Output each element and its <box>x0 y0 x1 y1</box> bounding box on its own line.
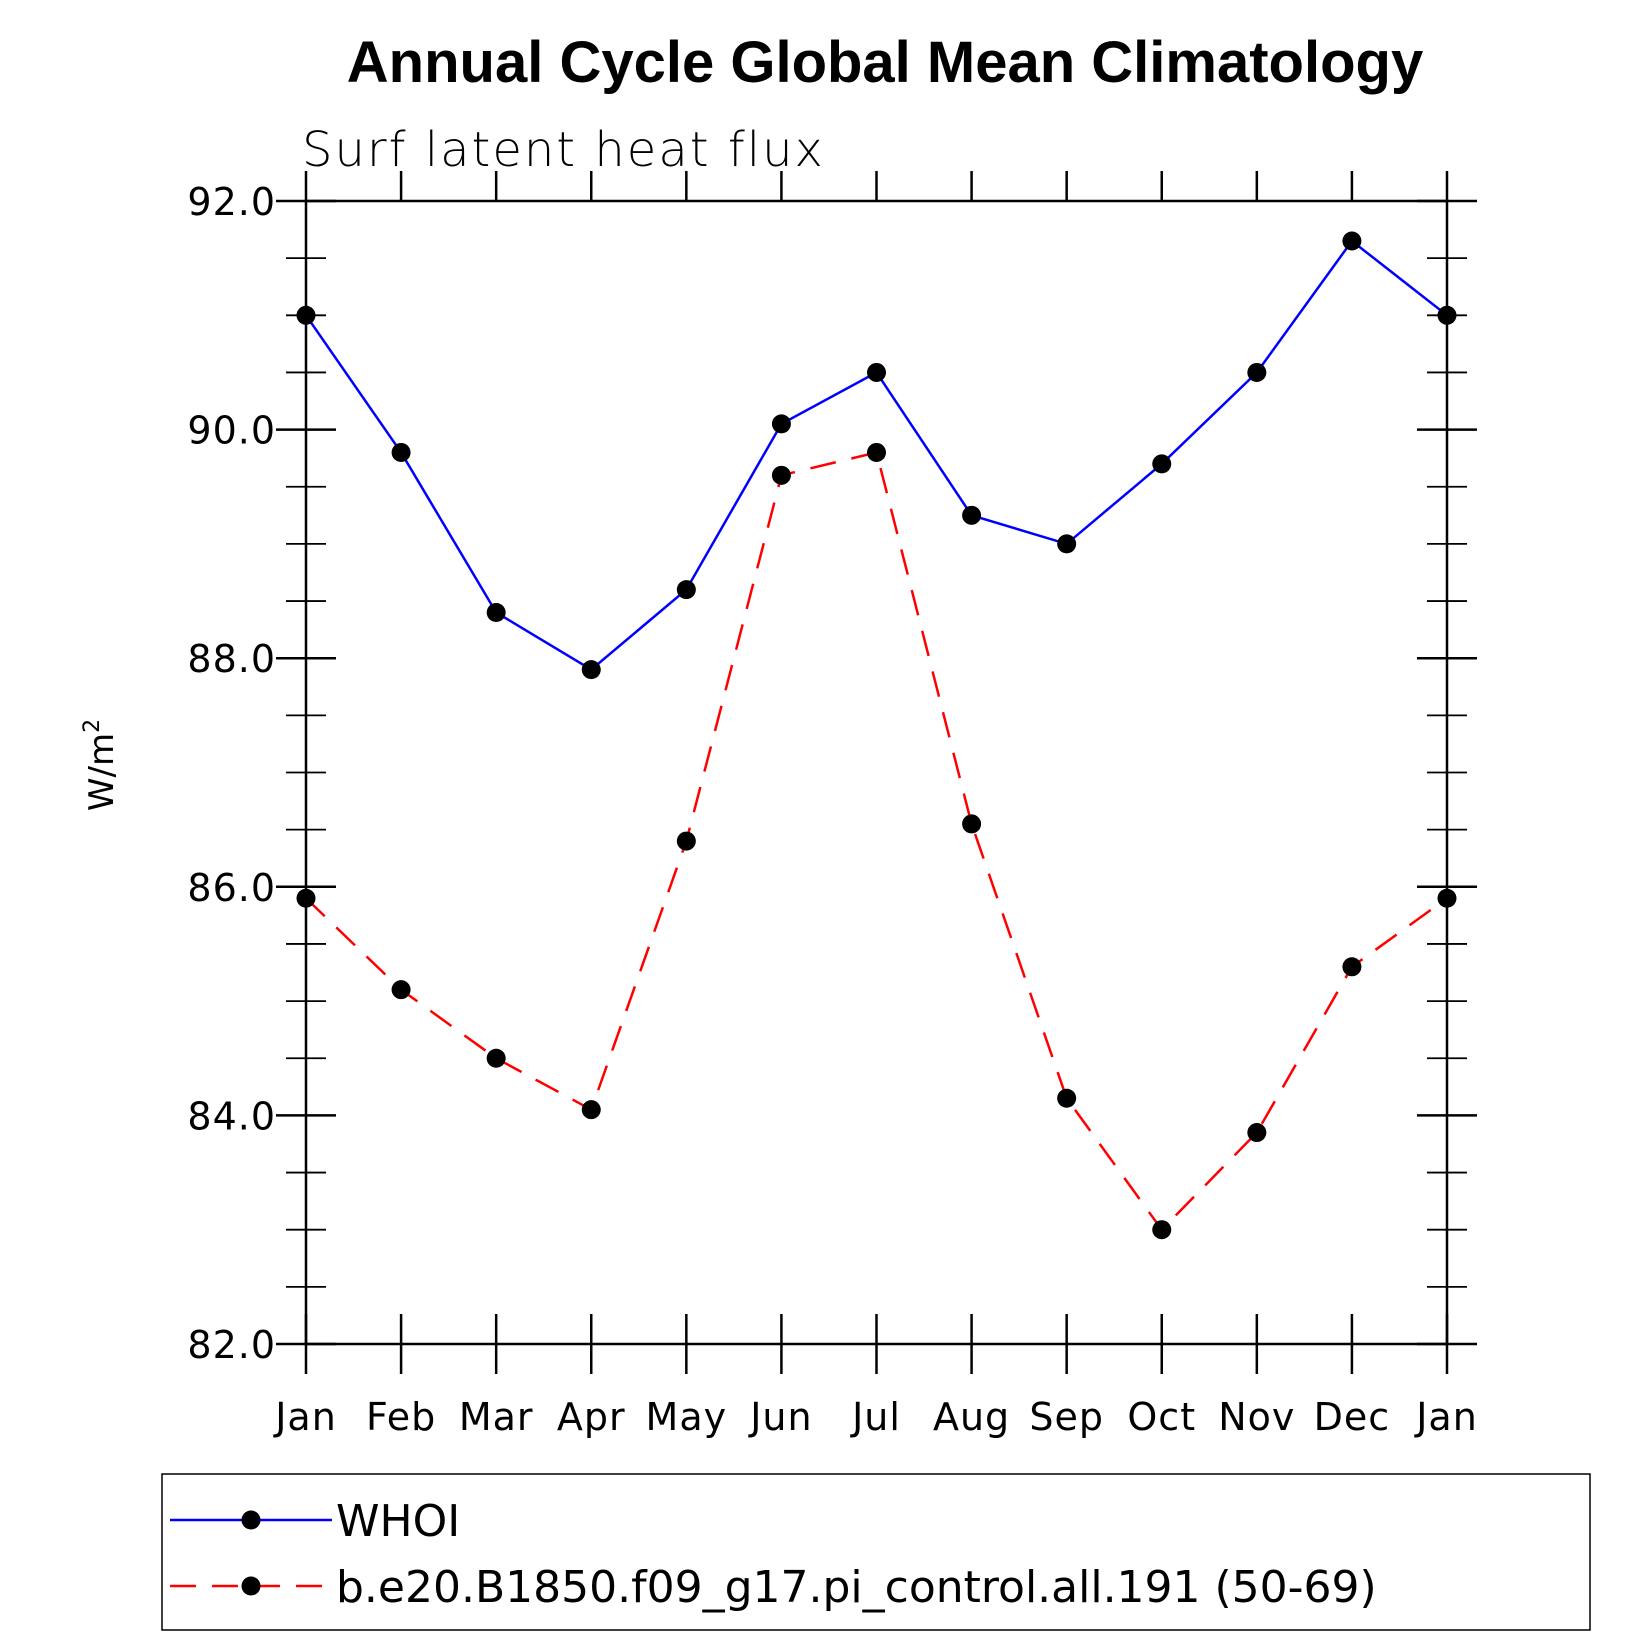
x-tick-label: Aug <box>933 1395 1010 1439</box>
data-point-series-2 <box>867 442 886 462</box>
x-tick-label: Oct <box>1127 1395 1196 1439</box>
x-tick-label: Jul <box>850 1395 901 1439</box>
x-tick-label: Jun <box>748 1395 812 1439</box>
x-tick-label: Dec <box>1314 1395 1391 1439</box>
x-tick-label: Sep <box>1029 1395 1104 1439</box>
y-tick-label: 82.0 <box>187 1323 276 1367</box>
series-line-2 <box>305 450 1448 1232</box>
data-point-series-2 <box>1057 1088 1077 1108</box>
axes: Jan Feb Mar Apr May Jun Jul Aug Sep Oct Nov Dec Jan 8… <box>187 171 1477 1439</box>
data-point-series-1 <box>1247 362 1267 382</box>
data-point-series-2 <box>676 831 696 851</box>
data-point-series-1 <box>676 580 696 600</box>
data-point-series-2 <box>486 1048 506 1068</box>
x-tick-label: Nov <box>1218 1395 1295 1439</box>
y-tick-label: 90.0 <box>187 409 276 453</box>
legend-label-1: WHOI <box>336 1496 460 1547</box>
data-point-series-1 <box>867 362 886 382</box>
data-point-series-2 <box>962 814 982 834</box>
data-point-series-2 <box>391 980 411 1000</box>
y-tick-label: 86.0 <box>187 866 276 910</box>
x-tick-label: Mar <box>459 1395 534 1439</box>
data-point-series-1 <box>1057 534 1077 554</box>
y-axis-label-base: W/m <box>82 733 122 811</box>
data-point-series-2 <box>1437 888 1457 908</box>
data-point-series-1 <box>296 305 316 325</box>
series-layer <box>296 231 1457 1240</box>
x-tick-label: Apr <box>557 1395 626 1439</box>
x-tick-label: Feb <box>366 1395 436 1439</box>
svg-text:W/m2: W/m2 <box>80 719 122 811</box>
x-tick-label: May <box>646 1395 728 1439</box>
legend-label-2: b.e20.B1850.f09_g17.pi_control.all.191 (… <box>336 1562 1377 1613</box>
x-tick-label: Jan <box>273 1395 337 1439</box>
data-point-series-2 <box>1247 1123 1267 1143</box>
data-point-series-2 <box>1342 957 1362 977</box>
data-point-series-2 <box>296 888 316 908</box>
data-point-series-2 <box>581 1100 601 1120</box>
legend-box <box>161 1473 1591 1631</box>
legend-marker-2 <box>241 1576 261 1596</box>
data-point-series-1 <box>1152 454 1172 474</box>
data-point-series-1 <box>1437 305 1457 325</box>
chart-subtitle: Surf latent heat flux <box>302 122 825 178</box>
data-point-series-1 <box>391 442 411 462</box>
data-point-series-1 <box>962 505 982 525</box>
chart-title: Annual Cycle Global Mean Climatology <box>347 30 1423 95</box>
x-tick-label: Jan <box>1414 1395 1478 1439</box>
data-point-series-1 <box>581 660 601 680</box>
legend-marker-1 <box>241 1510 261 1530</box>
y-axis-label-superscript: 2 <box>80 719 105 733</box>
data-point-series-1 <box>1342 231 1362 251</box>
data-point-series-2 <box>1152 1220 1172 1240</box>
data-point-series-2 <box>771 465 791 485</box>
y-tick-label: 88.0 <box>187 637 276 681</box>
data-point-series-1 <box>771 414 791 434</box>
legend: WHOI b.e20.B1850.f09_g17.pi_control.all.1… <box>170 1496 1377 1613</box>
y-axis-label: W/m2 <box>80 719 122 811</box>
y-tick-label: 84.0 <box>187 1094 276 1138</box>
data-point-series-1 <box>486 602 506 622</box>
y-tick-label: 92.0 <box>187 180 276 224</box>
